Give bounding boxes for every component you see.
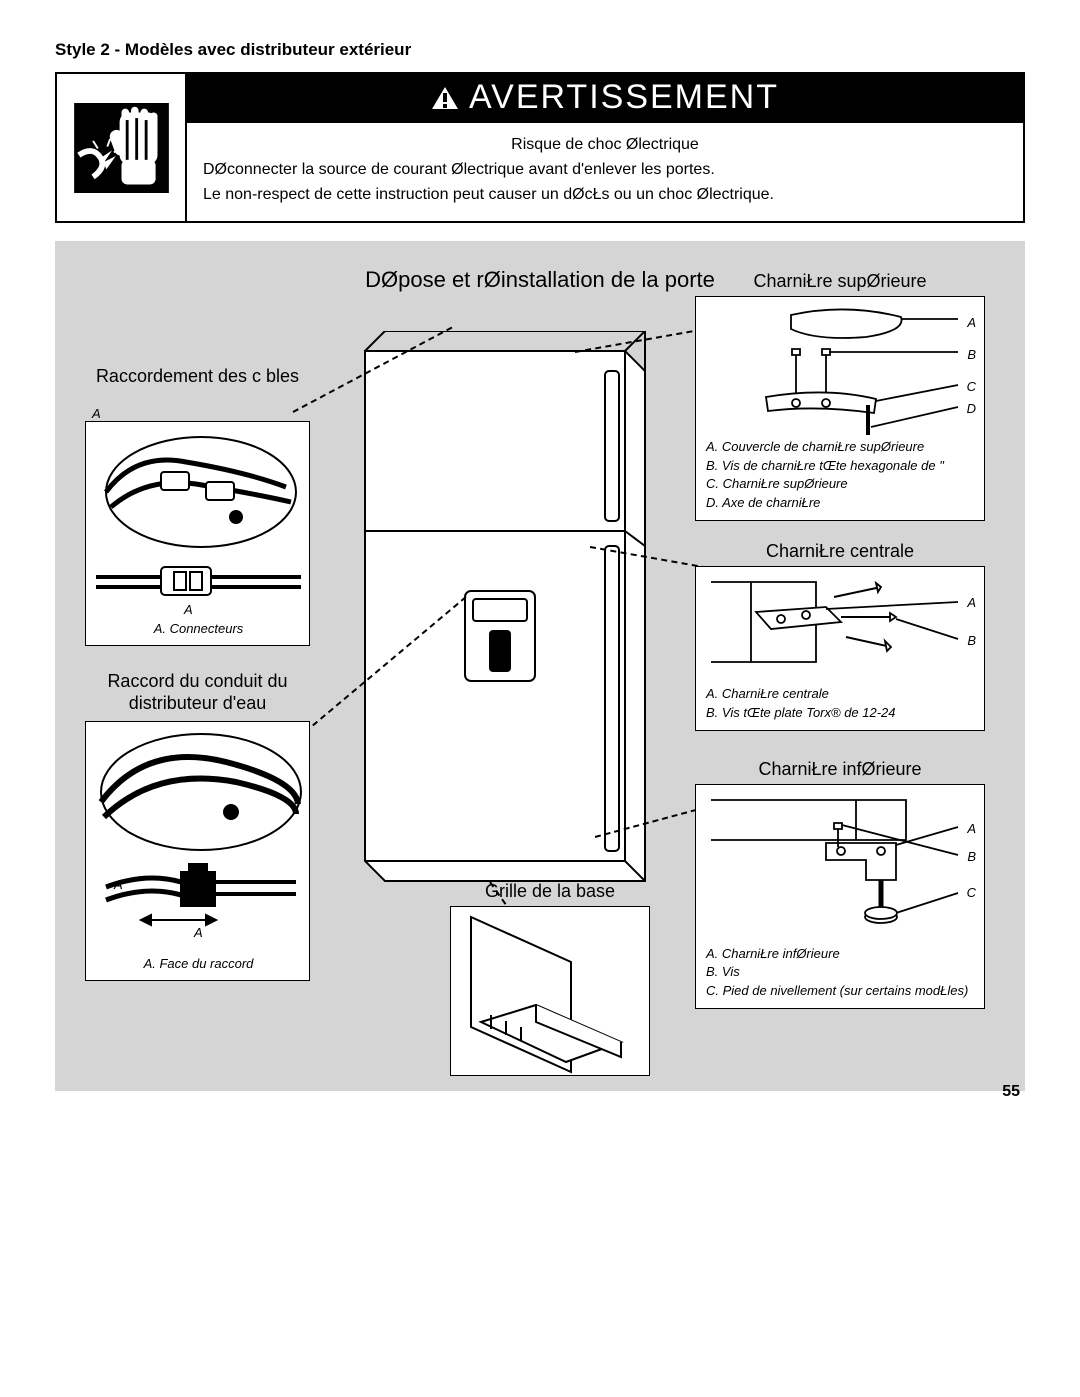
- manual-page: Style 2 - Modèles avec distributeur exté…: [0, 0, 1080, 1121]
- cables-panel-title: Raccordement des c bles: [85, 366, 310, 388]
- base-grille-title: Grille de la base: [450, 881, 650, 902]
- callout-B: B: [967, 633, 976, 648]
- callout-A: A: [114, 877, 123, 892]
- bottom-hinge-title: CharniŁre infØrieure: [695, 759, 985, 780]
- callout-A: A: [967, 821, 976, 836]
- water-legend: A. Face du raccord: [86, 949, 309, 981]
- top-hinge-legend: A. Couvercle de charniŁre supØrieure B. …: [696, 431, 984, 520]
- diagram-area: DØpose et rØinstallation de la porte: [55, 241, 1025, 1091]
- base-grille-panel: [450, 906, 650, 1076]
- center-hinge-panel: A B A. CharniŁre centrale B. Vis tŒte pl…: [695, 566, 985, 731]
- callout-C: C: [967, 885, 976, 900]
- shock-hand-icon: [74, 103, 169, 193]
- warning-risk: Risque de choc Ølectrique: [203, 133, 1007, 158]
- water-panel: A A A. Face du raccord: [85, 721, 310, 981]
- callout-A: A: [967, 595, 976, 610]
- callout-B: B: [967, 347, 976, 362]
- cables-legend: A. Connecteurs: [86, 614, 309, 646]
- callout-C: C: [967, 379, 976, 394]
- center-hinge-title: CharniŁre centrale: [695, 541, 985, 562]
- top-hinge-panel: A B C D A. Couvercle de charniŁre supØri…: [695, 296, 985, 521]
- callout-A: A: [967, 315, 976, 330]
- warning-body: AVERTISSEMENT Risque de choc Ølectrique …: [187, 74, 1023, 221]
- warning-triangle-icon: [431, 85, 459, 111]
- warning-box: AVERTISSEMENT Risque de choc Ølectrique …: [55, 72, 1025, 223]
- callout-A: A: [194, 925, 203, 940]
- cables-panel: A A A. Connecteurs: [85, 421, 310, 646]
- callout-A: A: [92, 406, 101, 421]
- warning-icon-cell: [57, 74, 187, 221]
- callout-B: B: [967, 849, 976, 864]
- warning-line2: Le non-respect de cette instruction peut…: [203, 183, 1007, 208]
- warning-text: Risque de choc Ølectrique DØconnecter la…: [187, 123, 1023, 221]
- page-number: 55: [1002, 1083, 1020, 1101]
- warning-line1: DØconnecter la source de courant Ølectri…: [203, 158, 1007, 183]
- fridge-drawing: [355, 331, 655, 891]
- section-heading: Style 2 - Modèles avec distributeur exté…: [55, 40, 1025, 60]
- center-hinge-legend: A. CharniŁre centrale B. Vis tŒte plate …: [696, 678, 984, 730]
- callout-D: D: [967, 401, 976, 416]
- warning-banner-text: AVERTISSEMENT: [469, 78, 779, 117]
- bottom-hinge-panel: A B C A. CharniŁre infØrieure B. Vis C. …: [695, 784, 985, 1009]
- warning-banner: AVERTISSEMENT: [187, 74, 1023, 123]
- water-panel-title: Raccord du conduit du distributeur d'eau: [85, 671, 310, 714]
- top-hinge-title: CharniŁre supØrieure: [695, 271, 985, 292]
- bottom-hinge-legend: A. CharniŁre infØrieure B. Vis C. Pied d…: [696, 938, 984, 1009]
